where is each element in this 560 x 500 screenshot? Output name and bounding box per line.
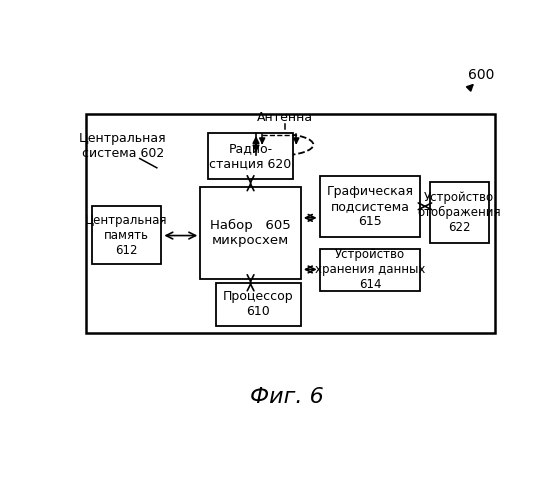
- Text: Фиг. 6: Фиг. 6: [250, 388, 324, 407]
- Bar: [208, 133, 293, 180]
- Text: Устройство
отображения
622: Устройство отображения 622: [417, 191, 501, 234]
- Bar: [86, 114, 494, 334]
- Bar: [200, 187, 301, 280]
- Text: Набор   605
микросхем: Набор 605 микросхем: [210, 219, 291, 248]
- Text: Центральная
система 602: Центральная система 602: [79, 132, 166, 160]
- Text: Устройство
хранения данных
614: Устройство хранения данных 614: [315, 248, 425, 292]
- Bar: [320, 248, 421, 291]
- Text: Радио-
станция 620: Радио- станция 620: [209, 142, 292, 170]
- Text: 600: 600: [468, 68, 494, 82]
- Text: Центральная
память
612: Центральная память 612: [85, 214, 168, 256]
- Bar: [216, 284, 301, 326]
- Text: Графическая
подсистема
615: Графическая подсистема 615: [326, 185, 413, 228]
- Text: Процессор
610: Процессор 610: [223, 290, 293, 318]
- Bar: [320, 176, 421, 237]
- Text: Антенна: Антенна: [258, 112, 314, 124]
- Bar: [92, 206, 161, 264]
- Bar: [430, 182, 488, 244]
